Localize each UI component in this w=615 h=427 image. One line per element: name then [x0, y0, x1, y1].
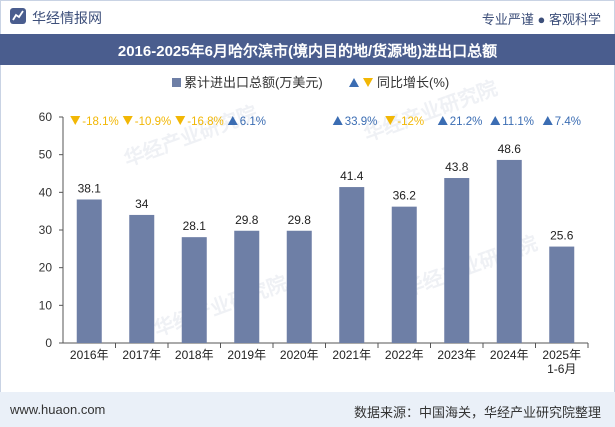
growth-label: -16.8%	[187, 116, 223, 128]
legend-up-triangle	[349, 78, 359, 87]
x-tick-label: 2019年	[227, 348, 266, 362]
brand-logo-icon	[10, 8, 26, 24]
brand-name: 华经情报网	[32, 10, 102, 26]
bar	[234, 230, 260, 343]
x-tick-label: 2024年	[490, 348, 529, 362]
bar	[286, 230, 312, 343]
growth-label: -18.1%	[82, 116, 118, 128]
x-tick-label: 2020年	[280, 348, 319, 362]
y-tick-label: 20	[39, 261, 53, 275]
chart-title: 2016-2025年6月哈尔滨市(境内目的地/货源地)进出口总额	[117, 43, 498, 60]
growth-label: 11.1%	[502, 116, 534, 128]
y-tick-label: 60	[39, 110, 53, 124]
footer-website: www.huaon.com	[10, 402, 106, 417]
legend-swatch-total	[172, 78, 181, 87]
bar-value-label: 36.2	[393, 189, 417, 203]
legend-label-total: 累计进出口总额(万美元)	[184, 75, 323, 90]
growth-label: 7.4%	[555, 116, 581, 128]
bar	[391, 206, 417, 343]
growth-down-icon	[385, 116, 396, 125]
growth-up-icon	[437, 116, 448, 125]
bar	[549, 246, 575, 343]
y-tick-label: 0	[45, 336, 52, 350]
growth-up-icon	[542, 116, 553, 125]
bar	[444, 178, 470, 343]
footer: www.huaon.com 数据来源：中国海关，华经产业研究院整理	[0, 392, 615, 427]
bar-value-label: 43.8	[445, 160, 469, 174]
footer-source: 数据来源：中国海关，华经产业研究院整理	[353, 405, 601, 420]
y-tick-label: 10	[39, 298, 53, 312]
bar-value-label: 25.6	[550, 229, 574, 243]
bar	[339, 187, 365, 343]
x-tick-label: 2023年	[437, 348, 476, 362]
growth-label: -12%	[397, 116, 424, 128]
bar	[129, 214, 155, 343]
legend-down-triangle	[363, 78, 373, 87]
growth-up-icon	[490, 116, 501, 125]
x-tick-label: 2021年	[332, 348, 371, 362]
growth-down-icon	[122, 116, 133, 125]
x-tick-label: 2018年	[175, 348, 214, 362]
y-tick-label: 50	[39, 148, 53, 162]
title-bar: 2016-2025年6月哈尔滨市(境内目的地/货源地)进出口总额	[0, 34, 615, 65]
bar-value-label: 28.1	[183, 219, 207, 233]
y-tick-label: 40	[39, 185, 53, 199]
bar-value-label: 29.8	[235, 213, 259, 227]
growth-label: 33.9%	[345, 116, 378, 128]
bar	[181, 237, 207, 343]
tagline: 专业严谨 ● 客观科学	[481, 12, 601, 27]
x-tick-label: 1-6月	[547, 362, 576, 376]
x-tick-label: 2016年	[70, 348, 109, 362]
growth-label: -10.9%	[135, 116, 171, 128]
growth-down-icon	[70, 116, 81, 125]
y-tick-label: 30	[39, 223, 53, 237]
growth-label: 6.1%	[240, 116, 266, 128]
bar-value-label: 41.4	[340, 169, 364, 183]
bar-value-label: 29.8	[288, 213, 312, 227]
bar	[76, 199, 102, 343]
x-tick-label: 2022年	[385, 348, 424, 362]
x-tick-label: 2017年	[122, 348, 161, 362]
top-bar: 华经情报网 专业严谨 ● 客观科学	[0, 0, 615, 34]
legend-label-growth: 同比增长(%)	[377, 75, 449, 90]
x-tick-label: 2025年	[542, 348, 581, 362]
bar-value-label: 34	[135, 197, 149, 211]
growth-label: 21.2%	[450, 116, 483, 128]
bar-value-label: 48.6	[498, 142, 522, 156]
growth-up-icon	[332, 116, 343, 125]
bar-chart: 累计进出口总额(万美元) 同比增长(%) 0 10 20 30 40 50 60 38.1 2016…	[39, 75, 589, 376]
growth-down-icon	[175, 116, 186, 125]
growth-up-icon	[227, 116, 238, 125]
bar-value-label: 38.1	[78, 181, 102, 195]
bar	[496, 159, 522, 343]
